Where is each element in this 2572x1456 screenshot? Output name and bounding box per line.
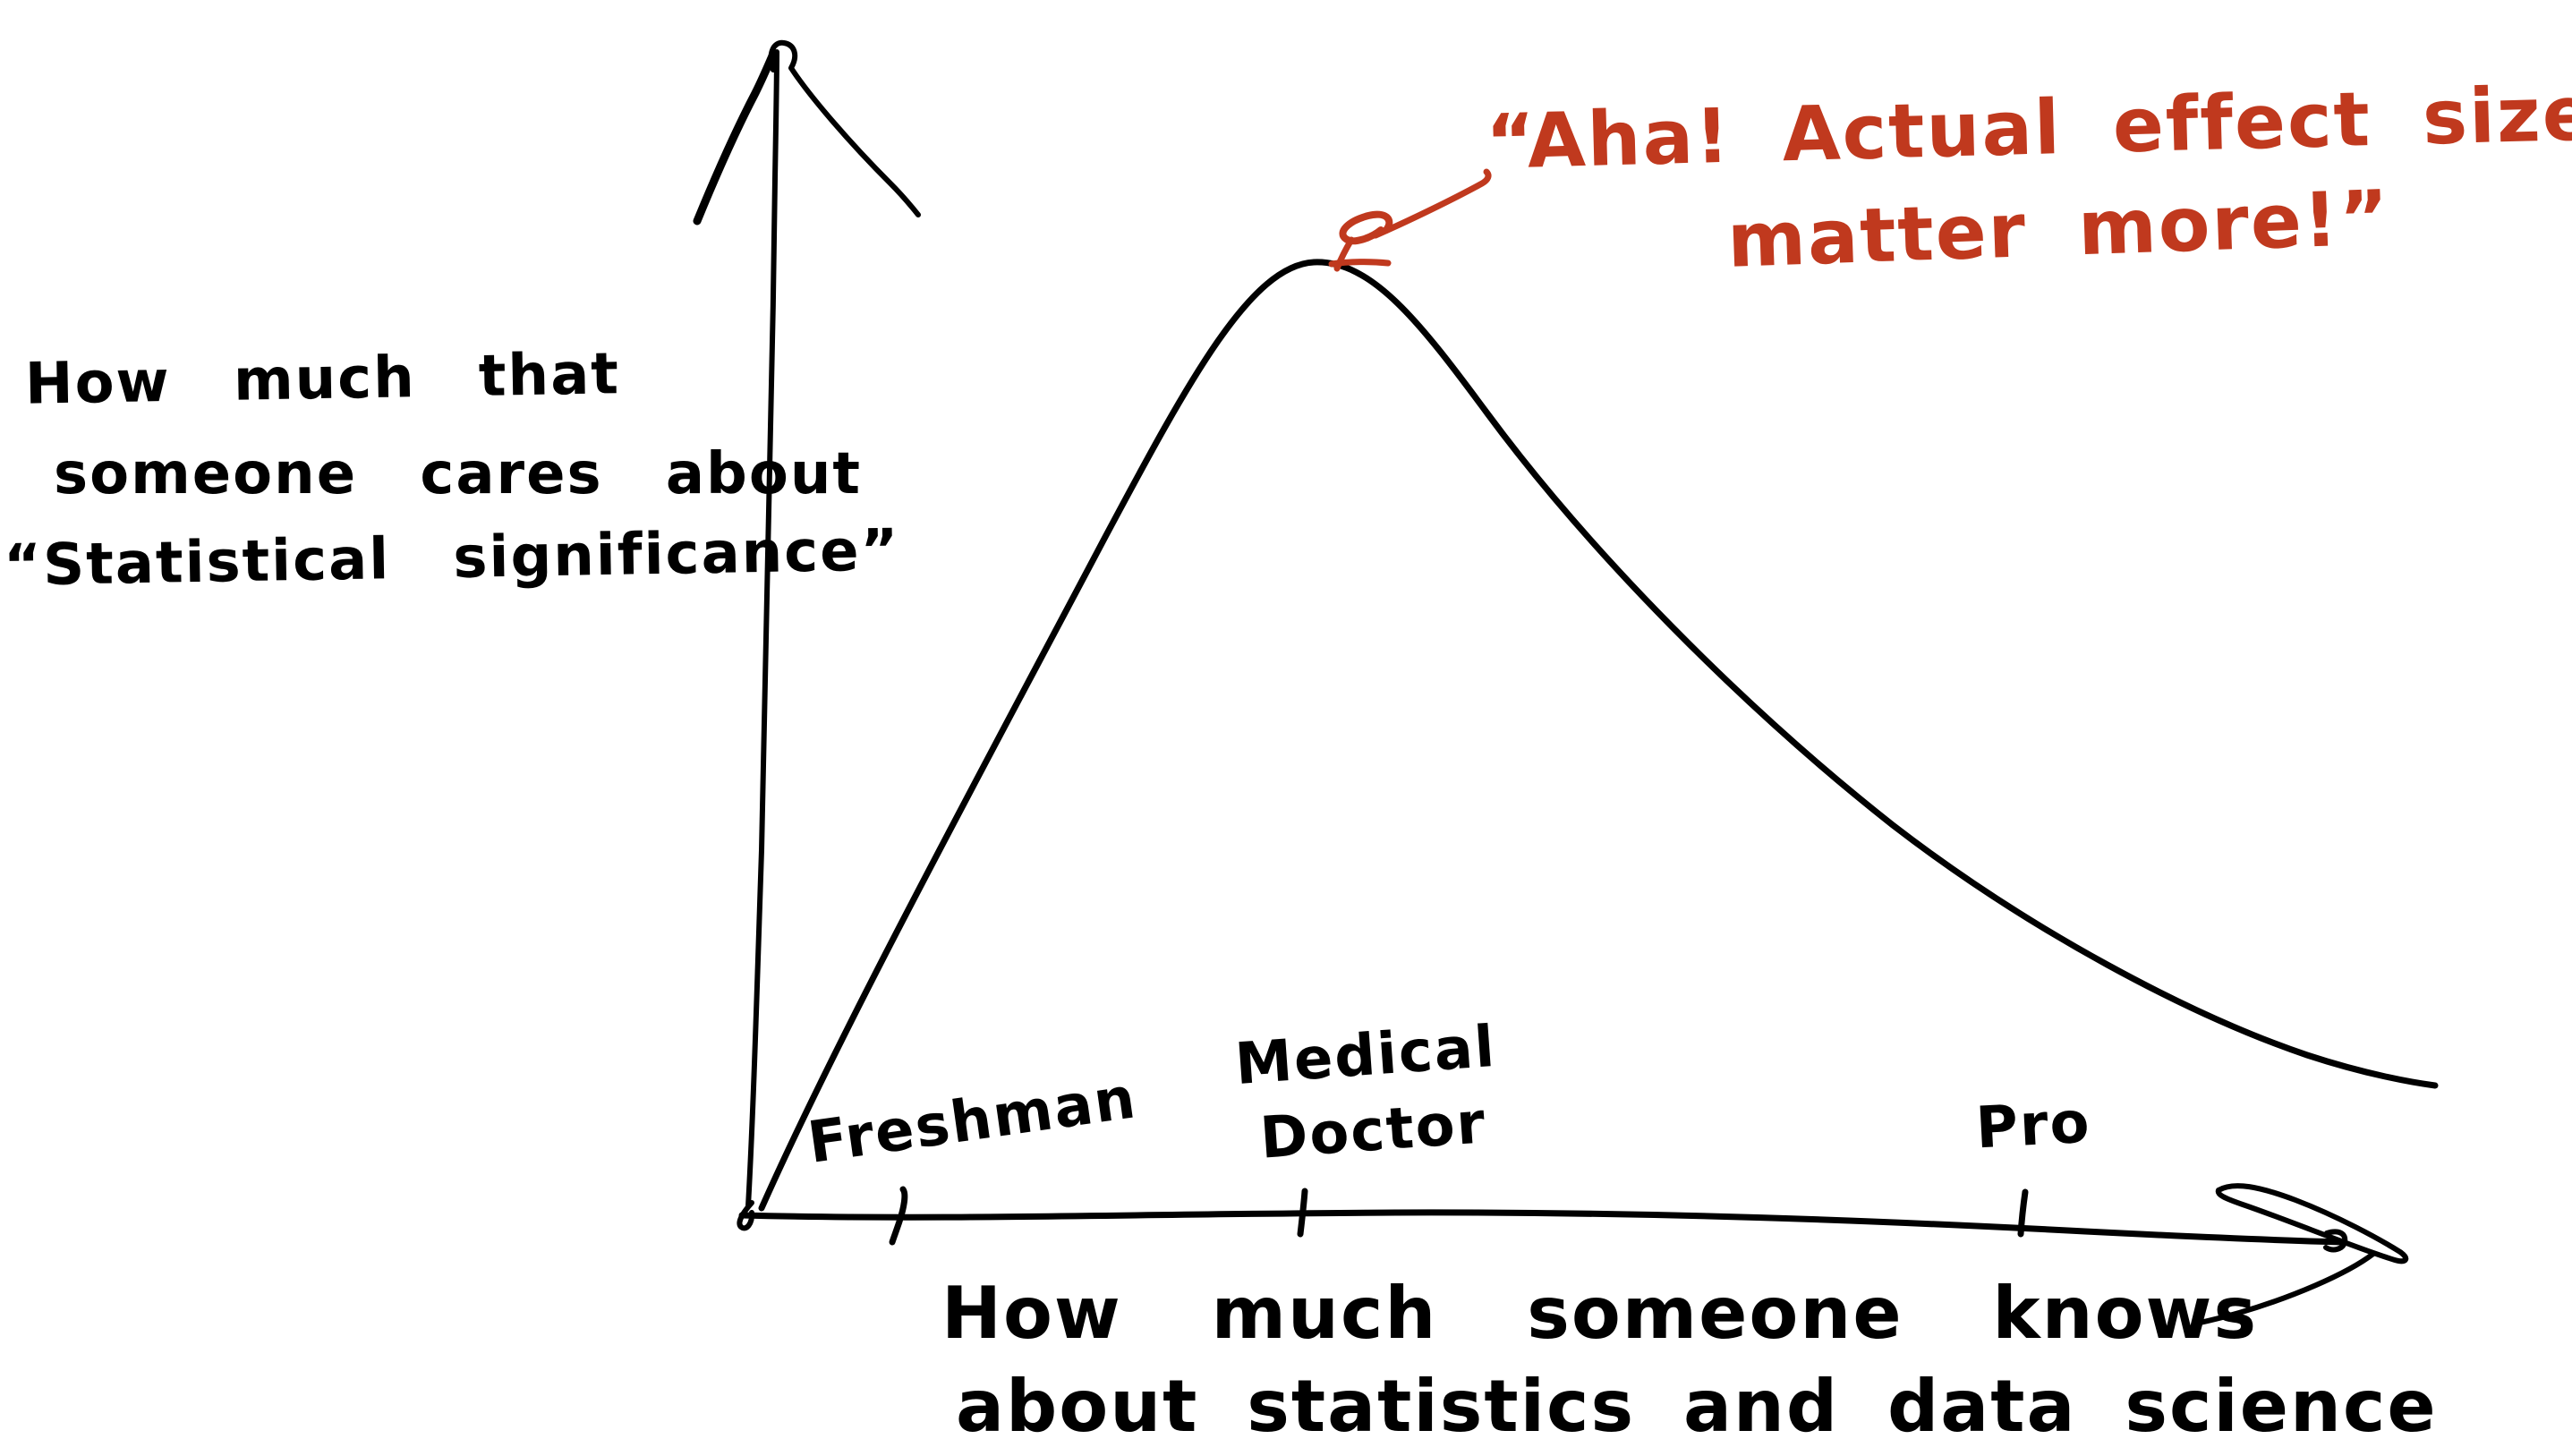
x-axis-line: [738, 1209, 2346, 1246]
tick-freshman: [889, 1186, 908, 1246]
annotation-arrow-shaft: [1372, 168, 1492, 239]
x-axis-arrowhead-loop-icon: [2215, 1183, 2409, 1264]
annotation-arrowhead-loop-icon: [1339, 210, 1393, 245]
x-axis-arrowhead-tail-icon: [2193, 1251, 2376, 1326]
annotation-arrowhead-dash-icon: [1328, 259, 1392, 268]
tick-pro: [2017, 1188, 2029, 1238]
y-axis-arrowhead-left-icon: [693, 49, 778, 226]
x-axis-arrowhead-hook-icon: [2323, 1229, 2348, 1253]
y-axis-arrowhead-right-icon: [768, 39, 921, 217]
tick-label-doctor: Doctor: [1257, 1090, 1489, 1172]
annotation-text-line2: matter more!”: [1725, 174, 2392, 285]
y-axis-label-line1: How much that: [24, 341, 621, 418]
y-axis-line: [745, 49, 779, 1209]
origin-curl: [737, 1200, 755, 1231]
tick-label-medical: Medical: [1232, 1013, 1499, 1099]
tick-medical-doctor: [1297, 1188, 1308, 1238]
tick-label-pro: Pro: [1974, 1089, 2093, 1162]
y-axis-label-line2: someone cares about: [54, 441, 862, 507]
x-axis-label-line2: about statistics and data science: [956, 1365, 2438, 1448]
y-axis-label-line3: “Statistical significance”: [3, 517, 901, 600]
x-axis-label-line1: How much someone knows: [941, 1272, 2259, 1355]
curve: [758, 259, 2439, 1212]
